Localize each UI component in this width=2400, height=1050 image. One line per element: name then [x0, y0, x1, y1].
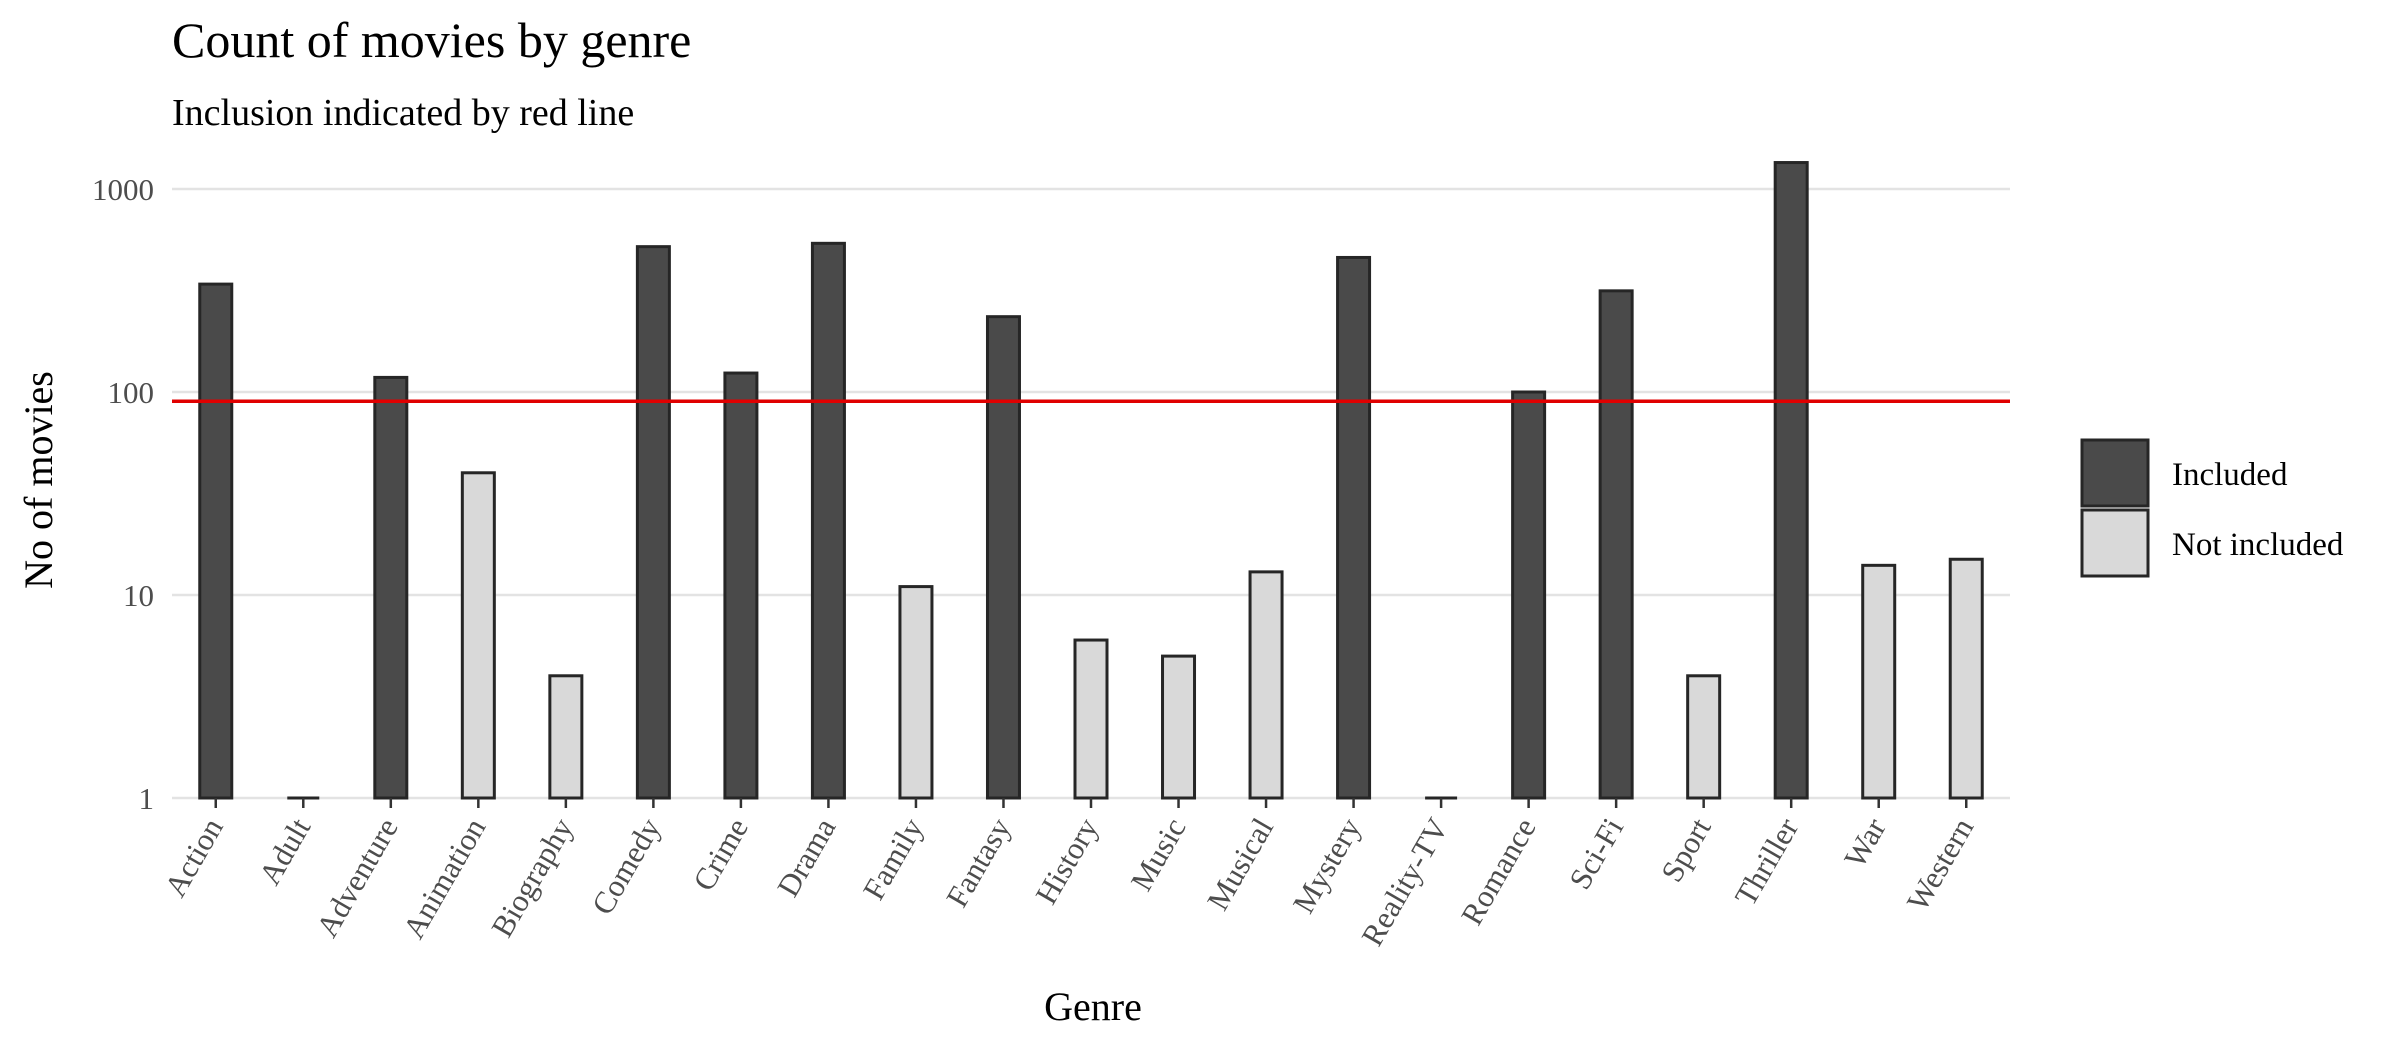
- y-tick-label: 10: [123, 578, 154, 613]
- x-tick-label: Sci-Fi: [1562, 812, 1630, 895]
- x-tick-label: Biography: [484, 812, 580, 943]
- bar-fantasy: [985, 315, 1021, 800]
- x-tick-label: Drama: [770, 812, 843, 903]
- x-tick-label: Crime: [686, 812, 755, 897]
- legend-label: Not included: [2172, 527, 2344, 563]
- y-axis-ticks: 1 10 100 1000: [92, 172, 154, 816]
- x-tick-label: Comedy: [585, 812, 668, 921]
- bar-sci-fi: [1598, 289, 1634, 800]
- bar-sport: [1686, 674, 1722, 800]
- bar-family: [898, 585, 934, 800]
- bar-drama: [810, 241, 846, 800]
- x-tick-label: Adventure: [309, 812, 405, 943]
- bar-music: [1161, 654, 1197, 800]
- y-tick-label: 100: [108, 375, 155, 410]
- bar-animation: [460, 471, 496, 800]
- bar-adventure: [373, 375, 409, 800]
- bar-comedy: [635, 245, 671, 800]
- bar-biography: [548, 674, 584, 800]
- x-tick-label: Thriller: [1728, 811, 1806, 911]
- y-tick-label: 1: [139, 781, 155, 816]
- bar-thriller: [1773, 161, 1809, 800]
- x-tick-label: Reality-TV: [1354, 811, 1455, 951]
- y-axis-title: No of movies: [16, 371, 61, 589]
- chart-title: Count of movies by genre: [172, 12, 691, 68]
- x-tick-label: Fantasy: [939, 812, 1018, 913]
- x-tick-label: History: [1028, 812, 1105, 910]
- bars: [198, 161, 1984, 800]
- x-tick-label: Family: [856, 812, 930, 906]
- legend-label: Included: [2172, 457, 2288, 493]
- x-tick-label: War: [1837, 811, 1893, 873]
- x-tick-label: Action: [157, 812, 230, 903]
- chart-subtitle: Inclusion indicated by red line: [172, 92, 634, 134]
- x-tick-label: Music: [1124, 812, 1193, 897]
- legend-key-not-included: [2080, 508, 2150, 578]
- x-tick-label: Musical: [1200, 812, 1280, 916]
- x-tick-label: Western: [1900, 812, 1981, 917]
- x-tick-label: Sport: [1654, 812, 1718, 888]
- x-axis-title: Genre: [1044, 984, 1142, 1029]
- y-tick-label: 1000: [92, 172, 154, 207]
- bar-mystery: [1336, 255, 1372, 800]
- x-tick-label: Romance: [1454, 812, 1543, 931]
- x-tick-label: Mystery: [1286, 812, 1368, 919]
- x-tick-label: Animation: [396, 812, 493, 945]
- bar-romance: [1511, 390, 1547, 800]
- bar-action: [198, 282, 234, 800]
- bar-musical: [1248, 570, 1284, 800]
- legend: Included Not included: [2080, 438, 2344, 578]
- bar-crime: [723, 371, 759, 800]
- bar-war: [1861, 563, 1897, 800]
- bar-history: [1073, 638, 1109, 800]
- bar-western: [1948, 557, 1984, 800]
- x-tick-label: Adult: [252, 812, 318, 891]
- legend-key-included: [2080, 438, 2150, 508]
